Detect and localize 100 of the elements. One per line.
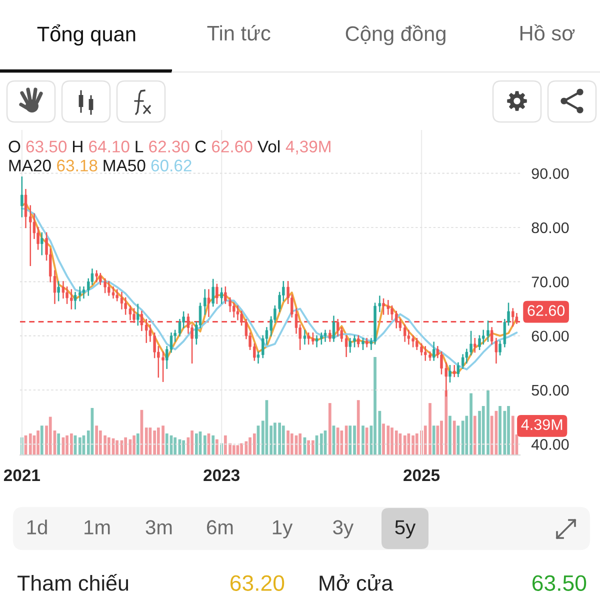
candlestick [120,292,124,310]
text: 6m [207,520,233,534]
bar [365,428,368,455]
candlestick [356,335,360,348]
candlestick [116,289,118,302]
x-tick-label: 2025 [404,469,440,482]
candlestick [256,351,260,364]
candlestick [456,362,460,378]
candlestick [324,330,327,342]
bar [286,430,290,455]
bar [473,416,476,455]
annotation: MA20 63.18 MA50 60.62 [9,160,192,172]
y-tick-label: 60.00 [532,330,569,342]
text: Mở cửa [320,574,394,591]
candlestick [78,286,82,302]
bar [57,433,60,455]
bar [252,433,256,455]
y-tick-label: 80.00 [532,222,569,234]
bar [448,416,452,455]
bar [203,435,206,455]
ref-line-label: 62.60 [528,305,565,316]
bar [153,430,156,455]
candlestick [344,335,348,358]
candlestick [328,330,332,342]
candlestick [315,335,318,348]
bar [452,420,456,455]
candlestick [403,324,406,342]
x-tick-label: 2023 [204,469,240,482]
candlestick [332,316,336,342]
text: Tham chiếu [17,574,128,591]
bar [216,439,218,455]
candlestick [320,332,323,345]
candlestick [95,270,98,282]
bar [70,433,73,455]
bar [165,433,168,455]
bar [36,430,40,455]
bar [40,426,44,455]
candlestick [220,288,223,304]
candlestick [178,318,182,336]
bar [124,437,128,455]
candlestick [474,338,476,353]
candlestick [362,338,364,350]
y-tick-label: 40.00 [531,439,569,450]
bar [394,430,398,455]
bar [403,435,406,455]
bar [182,440,186,455]
bar [320,433,323,455]
y-tick-label: 70.00 [532,276,569,288]
bar [407,433,410,455]
bar [290,433,294,455]
candlestick [232,302,236,318]
bar [144,428,148,455]
annotation: 63.50 [26,140,67,152]
bar [190,430,194,455]
bar [356,400,360,455]
candlestick [303,330,306,345]
bar [107,437,110,455]
bar [307,440,310,455]
candlestick [29,205,32,266]
text: 5y [395,520,416,538]
bar [95,426,98,455]
bar [340,430,344,455]
candlestick [40,232,44,256]
bar [136,433,140,455]
bar [362,426,364,455]
candlestick [112,286,115,299]
text: 1d [27,520,47,534]
y-tick-label: 90.00 [532,168,569,180]
candlestick [448,365,452,382]
candlestick [204,289,206,315]
text: 1y [272,520,293,538]
bar [28,433,32,455]
text: 3m [146,520,172,534]
candlestick [108,281,110,296]
candlestick [82,286,86,299]
text: Tin tức [207,25,270,41]
candlestick [20,176,24,218]
text: Tổng quan [37,24,136,46]
candlestick [24,188,28,228]
candlestick [57,281,60,302]
x-tick-label: 2021 [4,469,40,482]
bar [232,445,236,455]
text: Cộng đồng [346,24,446,46]
candlestick [212,278,214,307]
candlestick [452,365,456,378]
bar [174,437,177,455]
bar [511,416,514,455]
candlestick [207,289,210,317]
bar [456,426,460,455]
annotation: 4.39M [521,419,562,430]
text: 63.50 [532,575,586,591]
bar [507,406,510,455]
bar [116,440,119,455]
bar [432,426,436,455]
bar [328,403,332,455]
bar [298,433,302,455]
candlestick [62,281,65,299]
candlestick [136,304,140,326]
candlestick [432,342,436,361]
bar [194,433,198,455]
